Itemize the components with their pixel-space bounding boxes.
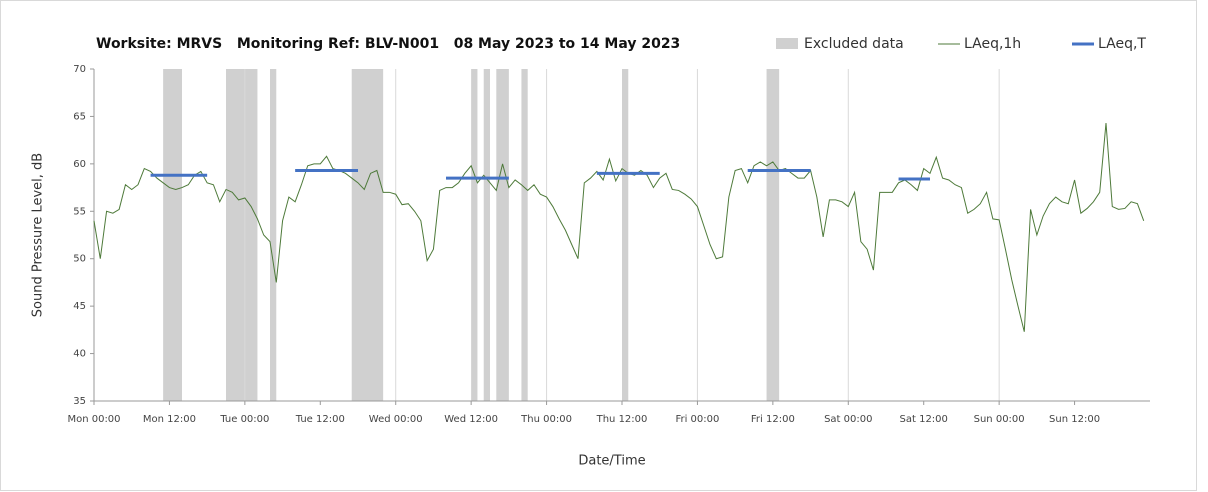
x-tick-label: Mon 12:00	[143, 414, 196, 425]
legend-label: Excluded data	[804, 36, 904, 52]
y-tick-label: 55	[73, 206, 86, 217]
legend: Excluded data LAeq,1h LAeq,T	[776, 36, 1146, 52]
excluded-band	[471, 69, 478, 401]
y-tick-label: 65	[73, 111, 86, 122]
y-tick-label: 50	[73, 254, 86, 265]
excluded-band	[521, 69, 528, 401]
x-tick-label: Mon 00:00	[67, 414, 120, 425]
y-tick-label: 40	[73, 349, 86, 360]
excluded-band	[351, 69, 384, 401]
y-tick-label: 60	[73, 159, 86, 170]
y-tick-label: 45	[73, 301, 86, 312]
excluded-band	[483, 69, 490, 401]
y-axis-label: Sound Pressure Level, dB	[31, 153, 46, 317]
x-tick-label: Sat 00:00	[824, 414, 872, 425]
x-tick-label: Fri 00:00	[675, 414, 719, 425]
excluded-band	[496, 69, 509, 401]
excluded-band	[766, 69, 780, 401]
excluded-band	[226, 69, 258, 401]
excluded-band	[622, 69, 629, 401]
x-tick-label: Sat 12:00	[900, 414, 948, 425]
x-tick-label: Tue 12:00	[295, 414, 345, 425]
x-tick-label: Sun 00:00	[974, 414, 1025, 425]
x-tick-label: Sun 12:00	[1049, 414, 1100, 425]
legend-label: LAeq,T	[1098, 36, 1146, 52]
x-tick-label: Wed 00:00	[369, 414, 423, 425]
chart-title: Worksite: MRVS Monitoring Ref: BLV-N001 …	[96, 36, 680, 52]
excluded-band	[163, 69, 182, 401]
legend-swatch	[776, 38, 798, 49]
y-tick-label: 35	[73, 396, 86, 407]
y-tick-label: 70	[73, 64, 86, 75]
x-tick-label: Thu 12:00	[596, 414, 648, 425]
x-axis-label: Date/Time	[578, 454, 645, 469]
x-tick-label: Thu 00:00	[520, 414, 572, 425]
legend-label: LAeq,1h	[964, 36, 1021, 52]
x-tick-label: Fri 12:00	[751, 414, 795, 425]
x-tick-label: Tue 00:00	[219, 414, 269, 425]
x-tick-label: Wed 12:00	[444, 414, 498, 425]
excluded-band	[270, 69, 277, 401]
